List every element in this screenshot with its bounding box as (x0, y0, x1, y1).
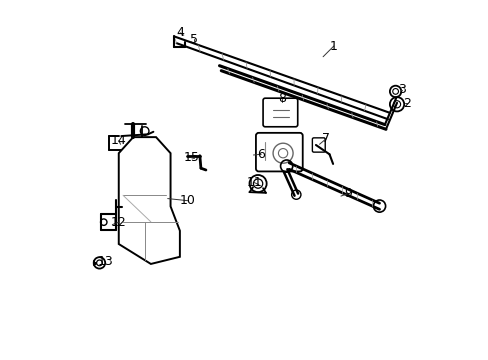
Text: 11: 11 (246, 176, 262, 189)
Text: 12: 12 (111, 216, 126, 229)
Text: 14: 14 (111, 134, 126, 147)
Text: 10: 10 (180, 194, 196, 207)
Text: 8: 8 (278, 92, 285, 105)
FancyBboxPatch shape (255, 133, 302, 171)
Text: 2: 2 (402, 97, 410, 110)
Text: 5: 5 (190, 33, 198, 46)
Text: 6: 6 (257, 148, 264, 161)
Text: 7: 7 (321, 132, 329, 145)
Text: 15: 15 (183, 151, 199, 165)
Text: 13: 13 (98, 255, 114, 268)
FancyBboxPatch shape (312, 138, 325, 152)
Text: 3: 3 (398, 84, 406, 96)
FancyBboxPatch shape (263, 98, 297, 127)
Polygon shape (119, 137, 180, 264)
Text: 4: 4 (176, 26, 184, 39)
Text: 1: 1 (329, 40, 337, 53)
Text: 9: 9 (344, 187, 351, 200)
